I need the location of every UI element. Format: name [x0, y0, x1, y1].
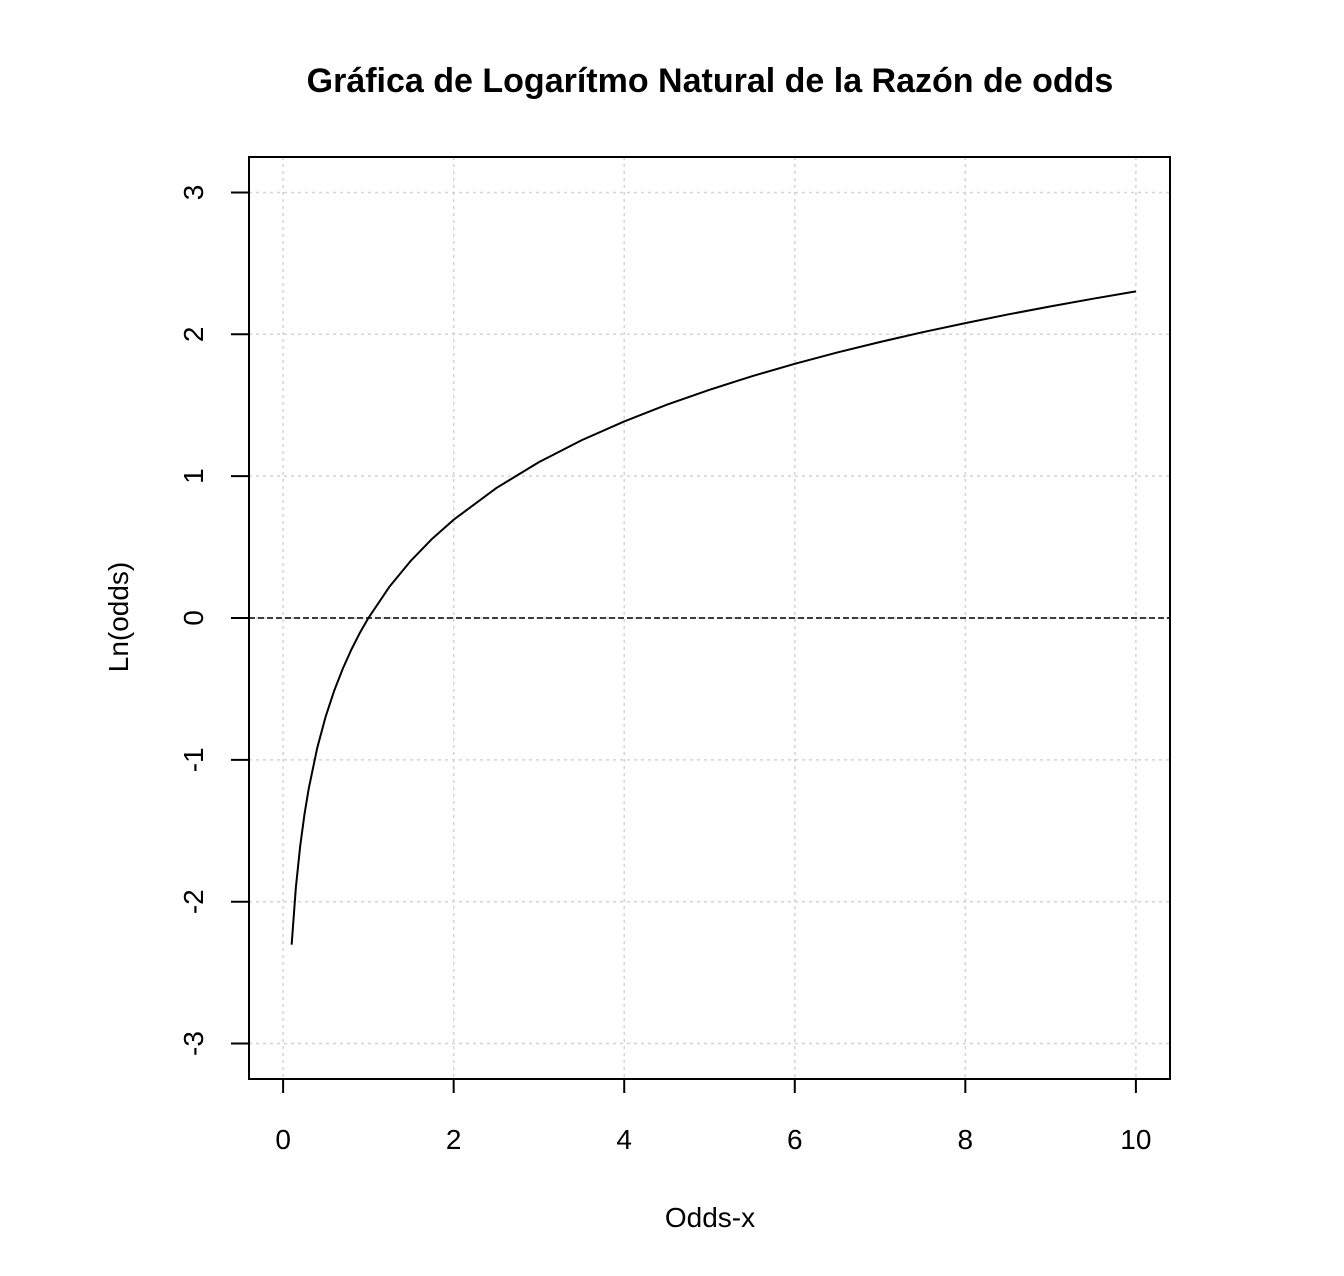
x-tick-label: 6	[787, 1124, 803, 1155]
x-axis: 0 2 4 6 8 10	[275, 1079, 1151, 1155]
x-tick-label: 10	[1120, 1124, 1151, 1155]
y-axis: -3 -2 -1 0 1 2 3	[178, 185, 249, 1056]
x-tick-label: 8	[958, 1124, 974, 1155]
y-tick-label: -1	[178, 747, 209, 772]
series-line-0	[290, 290, 1137, 945]
series-group	[290, 290, 1137, 945]
y-tick-label: 1	[178, 468, 209, 484]
y-tick-label: 3	[178, 185, 209, 201]
x-tick-label: 2	[446, 1124, 462, 1155]
x-tick-label: 0	[275, 1124, 291, 1155]
y-tick-label: -3	[178, 1031, 209, 1056]
y-tick-label: 2	[178, 327, 209, 343]
x-axis-label: Odds-x	[665, 1202, 755, 1233]
y-tick-label: 0	[178, 610, 209, 626]
chart-title: Gráfica de Logarítmo Natural de la Razón…	[307, 62, 1114, 100]
y-axis-label: Ln(odds)	[103, 562, 134, 673]
y-tick-label: -2	[178, 889, 209, 914]
x-tick-label: 4	[616, 1124, 632, 1155]
